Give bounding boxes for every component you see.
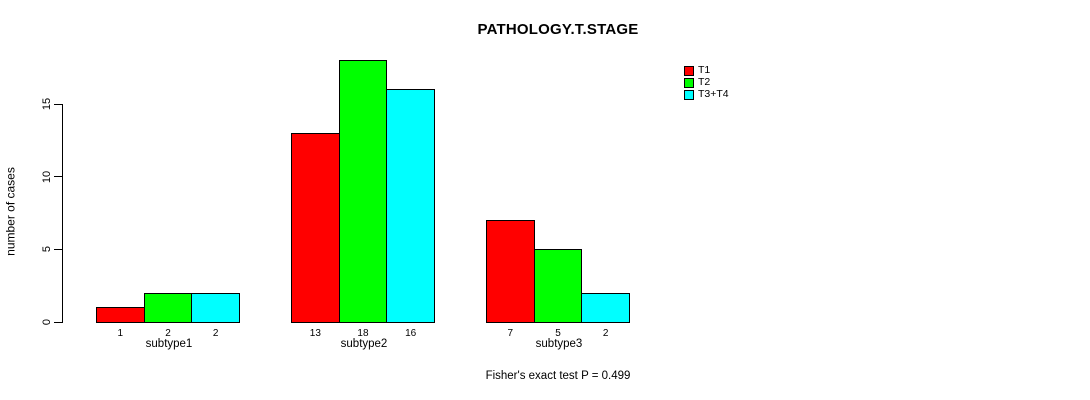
y-tick-label: 10	[41, 170, 53, 183]
bar-subtype3-t2	[533, 249, 583, 323]
bar-value-label: 5	[555, 328, 561, 339]
bar-subtype3-t3+t4	[581, 292, 630, 323]
bar-value-label: 1	[117, 328, 124, 339]
bar-value-label: 7	[507, 328, 514, 339]
y-tick-mark	[54, 176, 62, 178]
bar-value-label: 13	[309, 328, 321, 339]
legend-swatch	[684, 89, 694, 100]
bar-value-label: 2	[165, 328, 171, 339]
bar-subtype1-t1	[96, 307, 145, 323]
bar-value-label: 2	[602, 328, 609, 339]
bar-subtype1-t3+t4	[191, 292, 240, 323]
bar-subtype2-t2	[338, 60, 388, 323]
chart-title: PATHOLOGY.T.STAGE	[477, 21, 639, 38]
bar-value-label: 2	[212, 328, 219, 339]
legend-swatch	[684, 65, 694, 76]
legend-label: T2	[698, 76, 711, 88]
bar-subtype1-t2	[143, 292, 193, 323]
legend-item: T3+T4	[684, 89, 729, 100]
legend-label: T3+T4	[698, 88, 729, 100]
bar-subtype2-t3+t4	[386, 89, 435, 323]
y-tick-mark	[54, 321, 62, 323]
bar-value-label: 18	[357, 328, 369, 339]
y-tick-mark	[54, 248, 62, 250]
bar-value-label: 16	[405, 328, 417, 339]
bar-subtype3-t1	[486, 220, 535, 323]
y-tick-label: 5	[41, 246, 53, 253]
y-tick-mark	[54, 103, 62, 105]
legend-item: T2	[684, 77, 710, 88]
y-axis-line	[62, 104, 63, 323]
x-category-label: subtype2	[340, 338, 388, 350]
bar-subtype2-t1	[291, 133, 340, 323]
x-category-label: subtype3	[535, 338, 583, 350]
x-category-label: subtype1	[145, 338, 193, 350]
legend-swatch	[684, 77, 694, 88]
legend-item: T1	[684, 65, 710, 76]
y-axis-label: number of cases	[3, 167, 18, 256]
legend-label: T1	[698, 64, 711, 76]
annotation-text: Fisher's exact test P = 0.499	[485, 370, 631, 382]
y-tick-label: 15	[41, 97, 53, 111]
y-tick-label: 0	[41, 318, 53, 326]
